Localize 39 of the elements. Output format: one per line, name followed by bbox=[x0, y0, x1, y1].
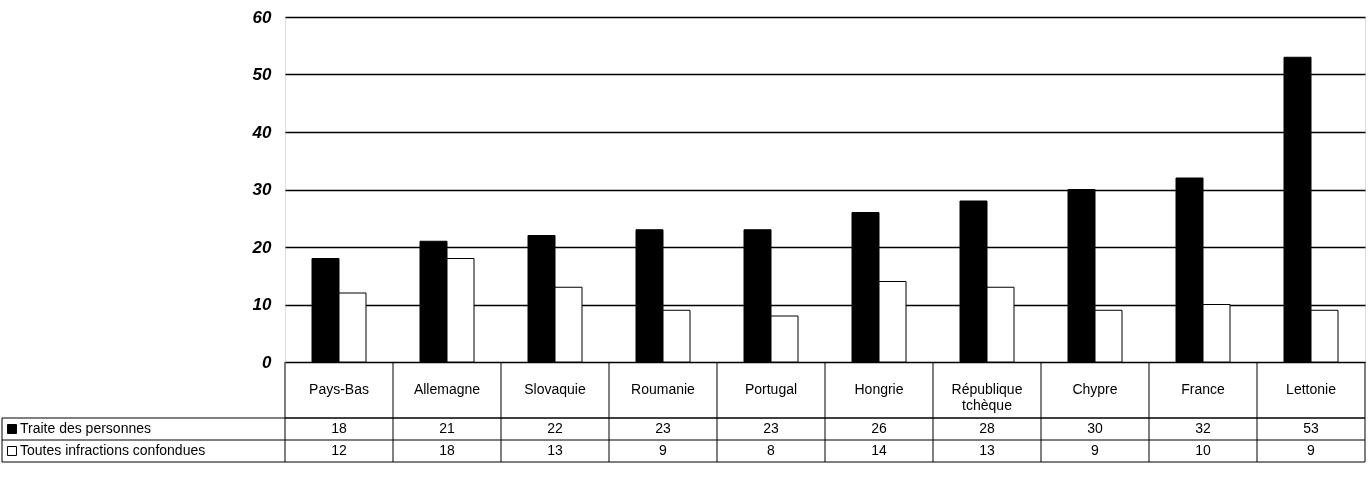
x-tick-label: Portugal bbox=[744, 381, 798, 397]
y-tick-label: 0 bbox=[262, 352, 273, 372]
data-label: 26 bbox=[871, 420, 887, 436]
data-label: 10 bbox=[1195, 442, 1211, 458]
data-label: 9 bbox=[1091, 442, 1100, 458]
data-label: 18 bbox=[439, 442, 455, 458]
x-tick-label: Slovaquie bbox=[524, 381, 586, 397]
data-label: 23 bbox=[763, 420, 779, 436]
data-label: 30 bbox=[1087, 420, 1103, 436]
data-label: 13 bbox=[547, 442, 563, 458]
x-tick-label: Allemagne bbox=[413, 381, 481, 397]
x-tick-label: République tchèque bbox=[951, 381, 1023, 413]
data-label: 18 bbox=[331, 420, 347, 436]
y-tick-label: 50 bbox=[252, 65, 273, 84]
data-label: 14 bbox=[871, 442, 887, 458]
data-label: 12 bbox=[331, 442, 347, 458]
y-tick-label: 20 bbox=[251, 237, 273, 257]
legend-label: Toutes infractions confondues bbox=[20, 442, 206, 458]
data-label: 21 bbox=[439, 420, 455, 436]
x-tick-label: Lettonie bbox=[1286, 381, 1337, 397]
y-tick-label: 10 bbox=[252, 295, 273, 314]
y-tick-label: 60 bbox=[252, 7, 273, 27]
x-tick-label: Hongrie bbox=[854, 381, 904, 397]
data-label: 23 bbox=[655, 420, 671, 436]
data-label: 9 bbox=[1307, 442, 1316, 458]
data-label: 32 bbox=[1195, 420, 1211, 436]
x-tick-label: Chypre bbox=[1072, 381, 1118, 397]
x-tick-label: Pays-Bas bbox=[309, 381, 369, 397]
y-tick-label: 30 bbox=[252, 180, 273, 199]
data-label: 53 bbox=[1303, 420, 1319, 436]
data-label: 28 bbox=[979, 420, 995, 436]
data-label: 13 bbox=[979, 442, 995, 458]
legend-label: Traite des personnes bbox=[20, 420, 151, 436]
y-tick-label: 40 bbox=[251, 122, 273, 142]
data-label: 9 bbox=[659, 442, 668, 458]
x-tick-label: Roumanie bbox=[631, 381, 696, 397]
x-tick-label: France bbox=[1181, 381, 1225, 397]
data-label: 22 bbox=[547, 420, 563, 436]
data-label: 8 bbox=[767, 442, 776, 458]
